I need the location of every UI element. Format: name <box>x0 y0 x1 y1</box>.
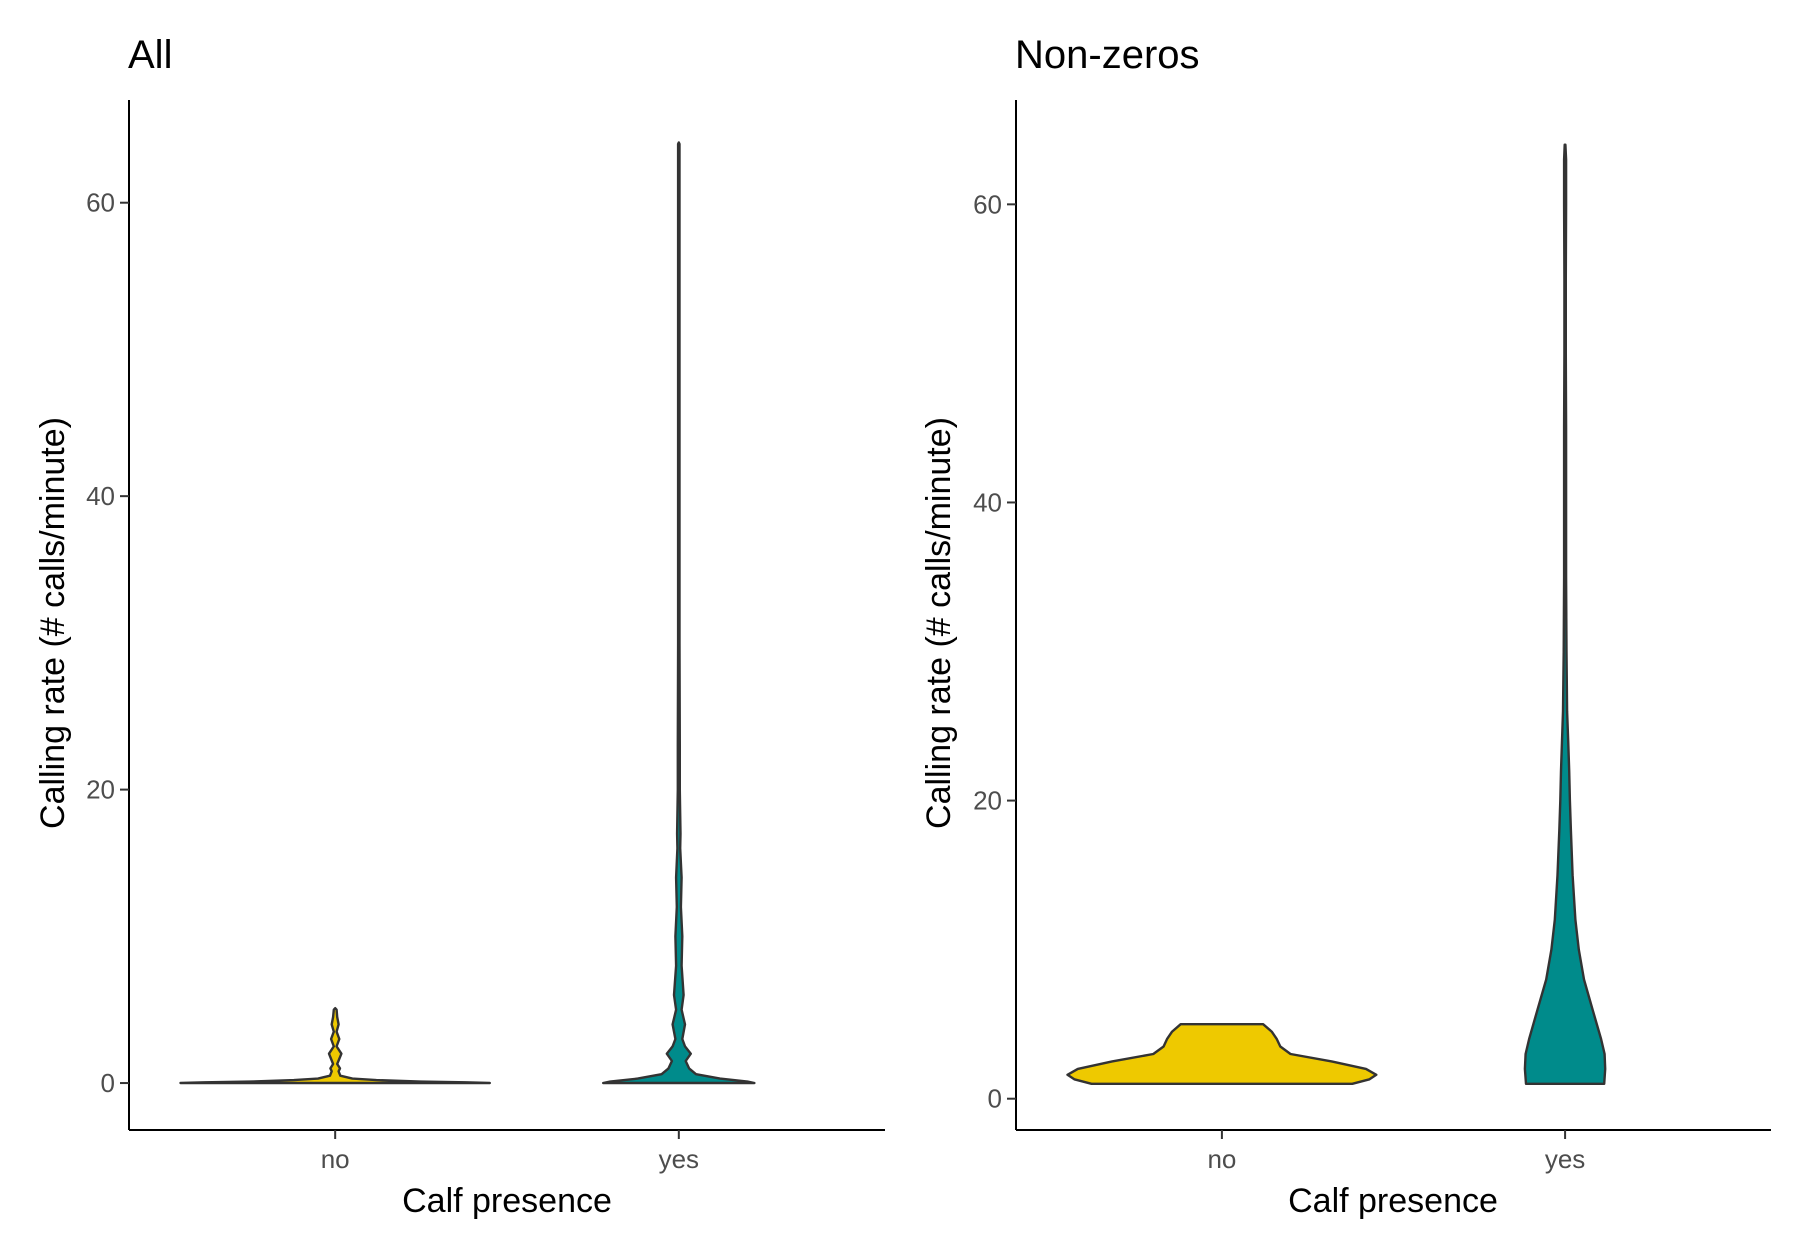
x-axis-title: Calf presence <box>402 1182 612 1220</box>
panel-title: Non-zeros <box>1015 33 1200 77</box>
y-tick-label: 60 <box>973 189 1002 219</box>
violin-no <box>179 1007 491 1085</box>
y-tick-label: 20 <box>86 775 115 805</box>
x-tick-label-no: no <box>1207 1144 1236 1174</box>
violin-no <box>1066 1023 1378 1085</box>
y-tick-label: 40 <box>86 481 115 511</box>
y-tick-label: 0 <box>101 1068 115 1098</box>
panel-title: All <box>128 33 172 77</box>
y-tick-label: 20 <box>973 786 1002 816</box>
y-tick-label: 60 <box>86 188 115 218</box>
violin-yes <box>602 141 756 1085</box>
y-tick-label: 0 <box>988 1084 1002 1114</box>
panel-non-zeros: Non-zeros Calf presence Calling rate (# … <box>920 33 1771 1220</box>
x-tick-label-no: no <box>321 1144 350 1174</box>
y-axis-title: Calling rate (# calls/minute) <box>34 417 72 829</box>
x-tick-label-yes: yes <box>1545 1144 1585 1174</box>
panel-all: All Calf presence Calling rate (# calls/… <box>34 33 885 1220</box>
violin-yes <box>1523 143 1607 1085</box>
x-axis-title: Calf presence <box>1288 1182 1498 1220</box>
y-axis-title: Calling rate (# calls/minute) <box>920 417 958 829</box>
y-tick-label: 40 <box>973 487 1002 517</box>
x-tick-label-yes: yes <box>659 1144 699 1174</box>
